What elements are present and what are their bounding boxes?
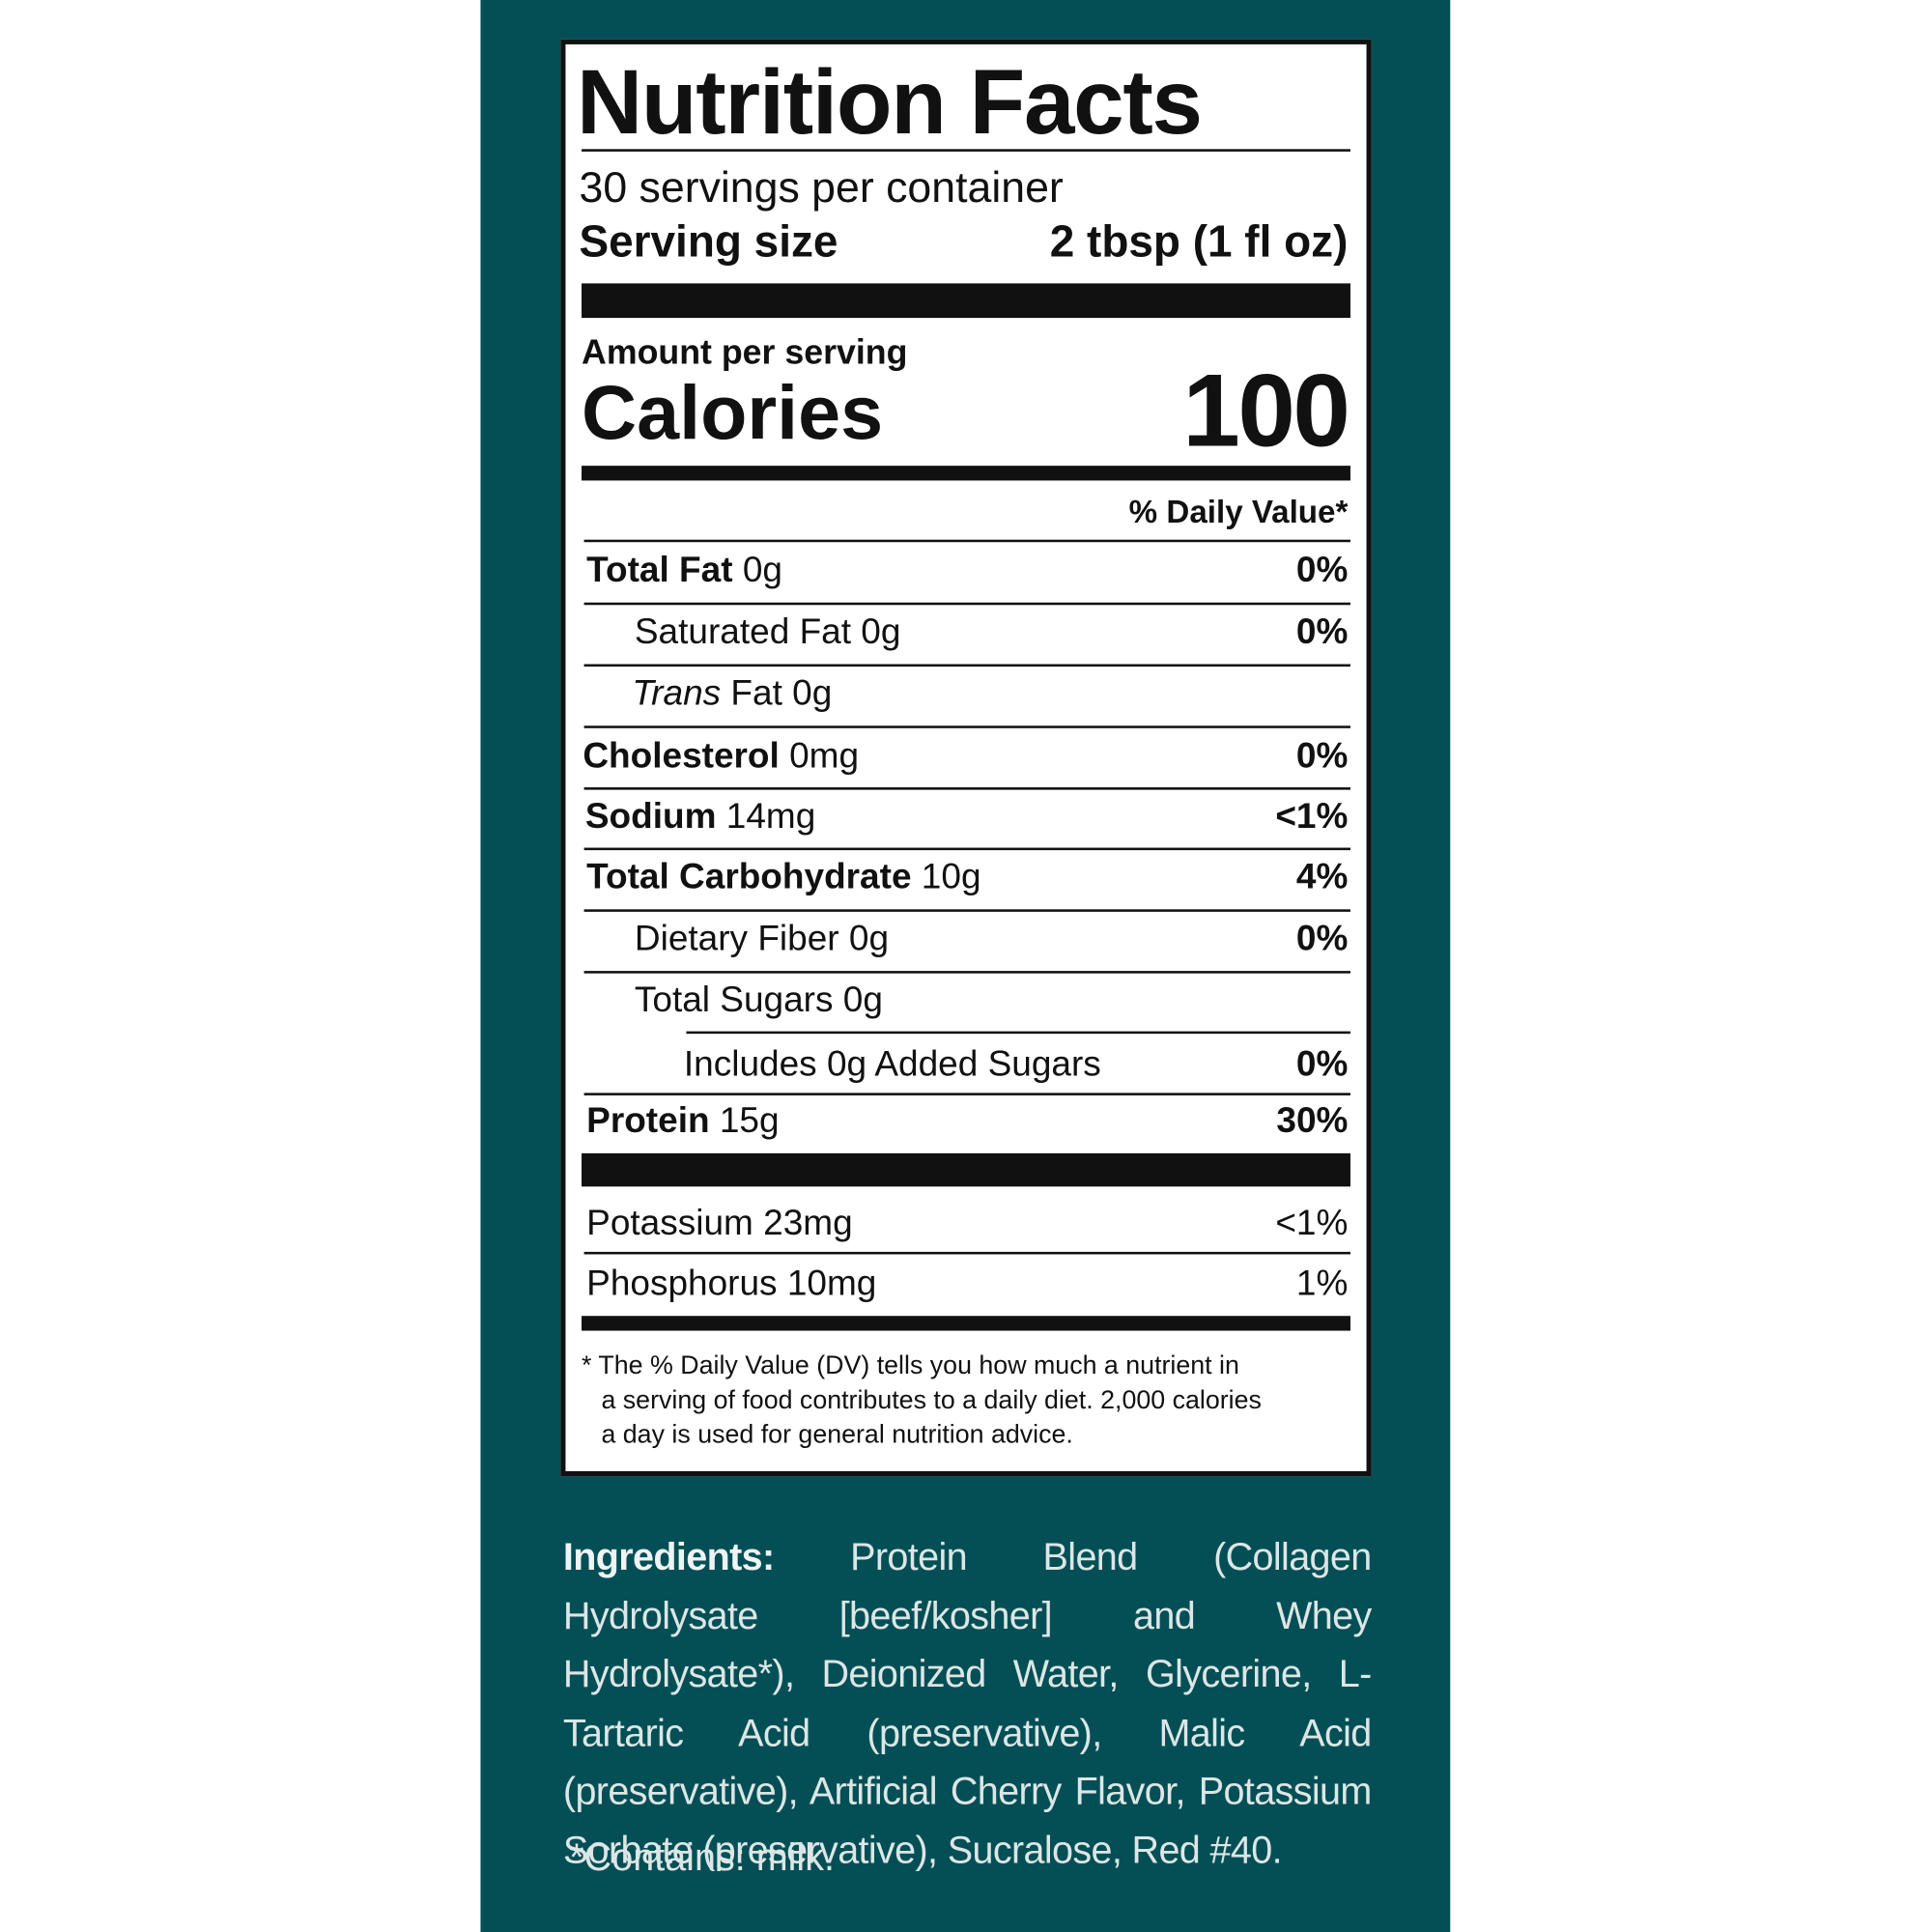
daily-value: <1%	[1275, 796, 1349, 837]
rule	[583, 725, 1350, 728]
nutrient-name: Phosphorus	[586, 1264, 778, 1303]
nutrient-name: Sodium	[584, 796, 717, 837]
nutrient-amount: 10g	[921, 857, 981, 896]
calories-value: 100	[1182, 352, 1350, 469]
rule	[583, 787, 1350, 790]
daily-value-header: % Daily Value*	[1128, 493, 1349, 530]
nutrient-name: Cholesterol	[582, 736, 780, 776]
nutrient-amount: 0g	[842, 980, 883, 1020]
ingredients-label: Ingredients:	[562, 1535, 775, 1578]
rule	[583, 1251, 1350, 1255]
thick-bar	[582, 283, 1350, 319]
servings: 30 servings per container	[579, 163, 1064, 213]
label-title: Nutrition Facts	[576, 50, 1203, 154]
serving-size-value: 2 tbsp (1 fl oz)	[1049, 215, 1349, 267]
daily-value: 0%	[1295, 918, 1349, 958]
allergens: *Contains: milk.	[569, 1835, 835, 1880]
rule	[583, 971, 1350, 974]
nutrient-row: Total Carbohydrate 10g 4%	[586, 853, 1348, 902]
daily-value: 0%	[1295, 611, 1349, 652]
rule	[583, 664, 1350, 668]
nutrient-row: Trans Fat 0g	[632, 669, 1348, 719]
nutrient-row: Cholesterol 0mg 0%	[582, 732, 1348, 781]
daily-value: 30%	[1276, 1100, 1349, 1141]
daily-value: <1%	[1275, 1203, 1349, 1243]
nutrient-row: Protein 15g 30%	[586, 1096, 1348, 1146]
daily-value: 0%	[1295, 550, 1349, 590]
nutrient-amount: 0g	[792, 673, 833, 713]
medium-bar	[582, 1316, 1350, 1331]
calories-label: Calories	[582, 370, 884, 456]
nutrient-row: Sodium 14mg <1%	[585, 792, 1349, 841]
nutrient-name-italic: Trans	[632, 673, 722, 713]
nutrient-name: Potassium	[586, 1203, 753, 1243]
nutrient-amount: 23mg	[763, 1203, 853, 1243]
footnote-line: * The % Daily Value (DV) tells you how m…	[582, 1351, 1239, 1380]
nutrient-name: Includes 0g Added Sugars	[683, 1043, 1101, 1084]
rule	[583, 847, 1350, 851]
daily-value: 4%	[1295, 857, 1349, 896]
medium-bar	[582, 466, 1350, 481]
ingredients: Ingredients: Protein Blend (Collagen Hyd…	[563, 1528, 1372, 1880]
nutrient-name: Saturated Fat	[634, 611, 852, 652]
daily-value: 0%	[1295, 1043, 1349, 1084]
serving-size-label: Serving size	[579, 215, 838, 267]
daily-value: 1%	[1295, 1264, 1349, 1303]
nutrient-name: Dietary Fiber	[634, 918, 839, 958]
nutrient-row: Includes 0g Added Sugars 0%	[684, 1040, 1348, 1090]
rule	[583, 602, 1350, 606]
nutrient-name: Total Sugars	[634, 980, 834, 1020]
nutrient-amount: 15g	[719, 1100, 780, 1141]
nutrition-label	[560, 39, 1372, 1477]
nutrient-name: Protein	[586, 1100, 710, 1141]
thick-bar	[582, 1152, 1350, 1187]
nutrient-row: Phosphorus 10mg 1%	[586, 1260, 1348, 1309]
nutrient-row: Total Sugars 0g	[635, 976, 1349, 1025]
nutrient-name: Fat	[730, 673, 782, 713]
rule	[583, 539, 1350, 543]
nutrient-name: Total Fat	[586, 550, 733, 590]
rule	[583, 1093, 1350, 1095]
rule	[582, 149, 1350, 152]
footnote-line: a day is used for general nutrition advi…	[601, 1420, 1073, 1449]
rule	[686, 1031, 1350, 1035]
footnote-line: a serving of food contributes to a daily…	[601, 1385, 1262, 1415]
nutrient-row: Saturated Fat 0g 0%	[635, 608, 1349, 657]
nutrient-amount: 0g	[742, 550, 782, 590]
nutrient-amount: 0g	[848, 918, 890, 958]
nutrient-row: Total Fat 0g 0%	[586, 546, 1348, 595]
daily-value: 0%	[1295, 736, 1349, 776]
amount-per-serving: Amount per serving	[582, 332, 908, 371]
nutrient-row: Dietary Fiber 0g 0%	[635, 914, 1349, 963]
nutrient-amount: 10mg	[786, 1264, 877, 1303]
nutrient-amount: 14mg	[725, 796, 816, 837]
ingredients-text: Protein Blend (Collagen Hydrolysate [bee…	[562, 1535, 1372, 1871]
nutrient-amount: 0mg	[789, 736, 860, 776]
nutrient-row: Potassium 23mg <1%	[586, 1199, 1348, 1248]
rule	[583, 909, 1350, 912]
nutrient-name: Total Carbohydrate	[586, 857, 912, 896]
nutrient-amount: 0g	[861, 611, 901, 652]
